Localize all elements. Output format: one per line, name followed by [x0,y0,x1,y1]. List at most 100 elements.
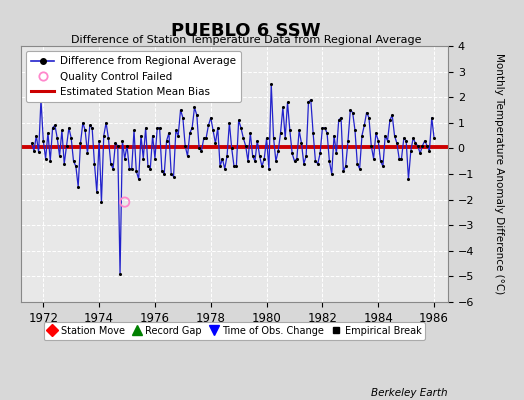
Point [265,166,273,172]
Point [230,163,238,170]
Point [97,199,106,205]
Point [332,150,341,157]
Point [290,158,299,164]
Point [48,125,57,131]
Point [227,145,236,152]
Point [30,148,38,154]
Point [425,148,433,154]
Point [239,135,247,141]
Point [79,120,87,126]
Point [209,127,217,134]
Point [116,270,124,277]
Point [60,160,69,167]
Point [197,148,205,154]
Point [156,125,164,131]
Point [144,163,152,170]
Point [407,148,415,154]
Point [358,132,366,139]
Point [51,122,59,128]
Point [421,138,429,144]
Point [381,132,389,139]
Point [167,171,176,177]
Point [237,125,245,131]
Point [69,158,78,164]
Point [405,176,413,182]
Point [56,153,64,159]
Point [304,99,313,106]
Point [397,155,406,162]
Point [39,138,48,144]
Point [409,135,417,141]
Point [123,142,131,149]
Point [365,114,373,121]
Point [41,155,50,162]
Point [325,158,334,164]
Point [232,163,241,170]
Point [141,125,150,131]
Point [193,112,201,118]
Point [151,155,159,162]
Point [300,160,308,167]
Point [67,135,75,141]
Point [242,142,250,149]
Point [302,153,310,159]
Point [253,138,261,144]
Point [85,122,94,128]
Point [307,96,315,103]
Point [211,140,220,146]
Point [172,127,180,134]
Point [218,155,226,162]
Point [216,163,224,170]
Point [190,104,199,111]
Point [135,176,143,182]
Point [258,163,266,170]
Point [158,168,166,174]
Point [288,150,297,157]
Text: Difference of Station Temperature Data from Regional Average: Difference of Station Temperature Data f… [71,35,421,45]
Point [269,135,278,141]
Point [248,153,257,159]
Point [363,109,371,116]
Point [202,135,210,141]
Point [27,140,36,146]
Point [90,160,99,167]
Point [37,96,45,103]
Point [360,122,368,128]
Point [204,122,213,128]
Point [109,166,117,172]
Point [313,160,322,167]
Point [121,155,129,162]
Point [351,127,359,134]
Point [413,142,422,149]
Point [62,142,71,149]
Point [374,138,383,144]
Point [183,153,192,159]
Point [286,127,294,134]
Point [395,155,403,162]
Point [153,125,161,131]
Point [267,81,276,88]
Point [46,158,54,164]
Point [384,138,392,144]
Point [148,132,157,139]
Point [334,117,343,124]
Point [281,135,289,141]
Point [118,138,127,144]
Point [72,163,80,170]
Point [342,163,350,170]
Point [58,127,66,134]
Point [295,127,303,134]
Point [328,171,336,177]
Point [81,127,90,134]
Point [369,155,378,162]
Point [418,142,427,149]
Point [386,117,394,124]
Point [379,163,387,170]
Point [274,148,282,154]
Y-axis label: Monthly Temperature Anomaly Difference (°C): Monthly Temperature Anomaly Difference (… [494,53,504,294]
Point [234,117,243,124]
Point [146,166,155,172]
Point [44,130,52,136]
Point [330,132,339,139]
Point [283,99,292,106]
